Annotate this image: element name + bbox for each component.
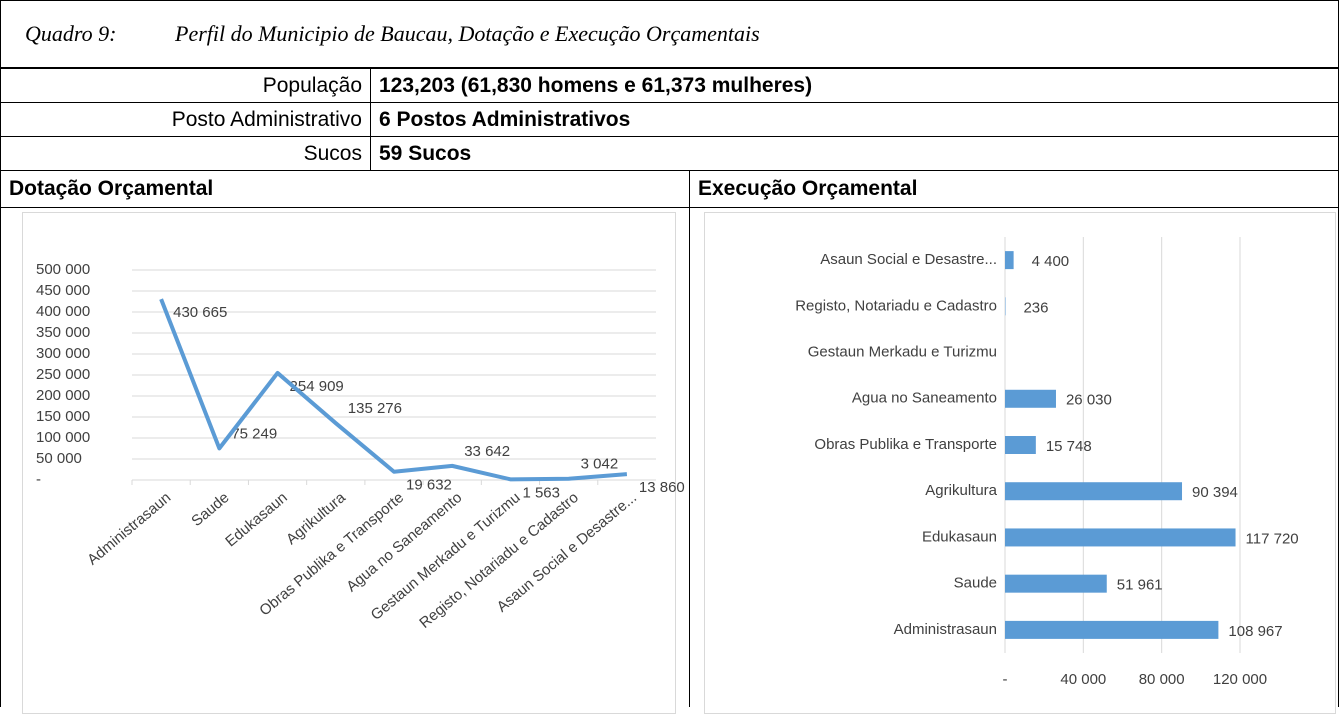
value-label: 15 748	[1046, 438, 1092, 455]
value-label: 33 642	[464, 443, 510, 460]
bar	[1005, 482, 1182, 500]
y-tick-label: 100 000	[36, 429, 90, 446]
y-tick-label: Edukasaun	[922, 528, 997, 545]
x-tick-label: 40 000	[1060, 671, 1106, 688]
y-tick-label: 250 000	[36, 366, 90, 383]
value-label: 117 720	[1246, 530, 1299, 547]
bar	[1005, 436, 1036, 454]
bar	[1005, 621, 1218, 639]
x-tick-label: -	[1003, 671, 1008, 688]
y-tick-label: 300 000	[36, 345, 90, 362]
bar	[1005, 251, 1014, 269]
y-tick-label: 150 000	[36, 408, 90, 425]
value-label: 3 042	[581, 456, 619, 473]
y-tick-label: 50 000	[36, 450, 82, 467]
x-tick-label: 80 000	[1139, 671, 1185, 688]
x-tick-label: Administrasaun	[84, 489, 174, 568]
x-tick-label: Edukasaun	[222, 489, 290, 550]
line	[161, 299, 627, 479]
value-label: 51 961	[1117, 577, 1163, 594]
value-label: 13 860	[639, 479, 685, 496]
y-tick-label: -	[36, 471, 41, 488]
value-label: 430 665	[173, 304, 227, 321]
x-tick-label: Saude	[188, 489, 232, 530]
value-label: 75 249	[231, 425, 277, 442]
y-tick-label: 450 000	[36, 282, 90, 299]
x-tick-label: 120 000	[1213, 671, 1267, 688]
y-tick-label: 400 000	[36, 303, 90, 320]
value-label: 236	[1023, 299, 1048, 316]
value-label: 4 400	[1032, 253, 1070, 270]
value-label: 26 030	[1066, 392, 1112, 409]
y-tick-label: Asaun Social e Desastre...	[820, 251, 997, 268]
bar	[1005, 390, 1056, 408]
value-label: 135 276	[348, 400, 402, 417]
y-tick-label: Obras Publika e Transporte	[814, 436, 997, 453]
value-label: 108 967	[1228, 623, 1282, 640]
value-label: 1 563	[522, 484, 560, 501]
value-label: 90 394	[1192, 484, 1238, 501]
y-tick-label: 350 000	[36, 324, 90, 341]
y-tick-label: Registo, Notariadu e Cadastro	[795, 297, 997, 314]
bar	[1005, 575, 1107, 593]
y-tick-label: Agua no Saneamento	[852, 390, 997, 407]
y-tick-label: Administrasaun	[894, 621, 997, 638]
value-label: 19 632	[406, 477, 452, 494]
y-tick-label: Gestaun Merkadu e Turizmu	[808, 344, 997, 361]
y-tick-label: 500 000	[36, 261, 90, 278]
y-tick-label: 200 000	[36, 387, 90, 404]
bar	[1005, 528, 1236, 546]
y-tick-label: Agrikultura	[925, 482, 997, 499]
y-tick-label: Saude	[954, 575, 997, 592]
